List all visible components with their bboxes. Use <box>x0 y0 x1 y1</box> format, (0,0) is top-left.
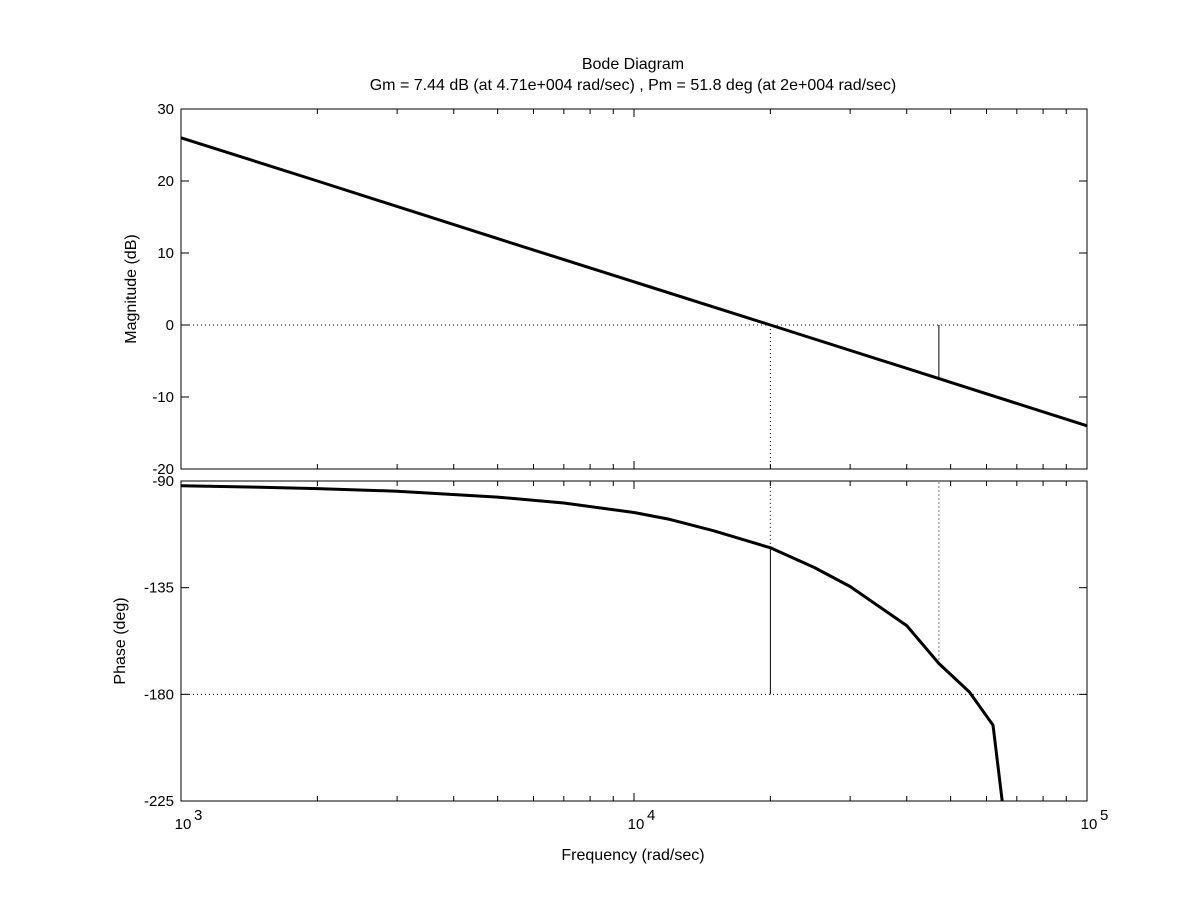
magnitude-axes-box <box>180 108 1088 470</box>
magnitude-margin-markers <box>769 325 940 469</box>
magnitude-axis-label: Magnitude (dB) <box>123 234 140 343</box>
tick-label-base: 10 <box>628 816 645 833</box>
magnitude-y-tick-label: -20 <box>152 461 174 478</box>
frequency-tick-label: 104 <box>628 807 656 833</box>
magnitude-y-tick-label: 20 <box>157 173 174 190</box>
phase-axis-label: Phase (deg) <box>112 597 129 684</box>
magnitude-ticks: 30 20 10 0 -10 -20 <box>152 101 1088 478</box>
phase-y-tick-label: -135 <box>144 580 174 597</box>
magnitude-panel: 30 20 10 0 -10 -20 Magnitude (dB) <box>123 101 1088 478</box>
phase-series <box>180 484 1004 802</box>
tick-label-exponent: 4 <box>647 807 655 824</box>
frequency-axis-label: Frequency (rad/sec) <box>561 847 704 864</box>
phase-y-tick-label: -180 <box>144 686 174 703</box>
magnitude-y-tick-label: -10 <box>152 389 174 406</box>
magnitude-series <box>180 136 1088 428</box>
phase-axes-box <box>180 480 1088 802</box>
magnitude-response-line <box>180 136 1088 428</box>
magnitude-y-tick-label: 30 <box>157 101 174 118</box>
magnitude-y-tick-label: 0 <box>166 317 174 334</box>
frequency-tick-label: 103 <box>175 807 203 833</box>
tick-label-exponent: 5 <box>1100 807 1108 824</box>
chart-subtitle: Gm = 7.44 dB (at 4.71e+004 rad/sec) , Pm… <box>370 77 897 94</box>
tick-label-exponent: 3 <box>194 807 202 824</box>
tick-label-base: 10 <box>175 816 192 833</box>
phase-response-line <box>180 484 1004 802</box>
phase-margin-markers <box>769 481 940 695</box>
phase-ticks: -90 -135 -180 -225 <box>144 473 1088 810</box>
frequency-tick-label: 105 <box>1081 807 1109 833</box>
phase-y-tick-label: -225 <box>144 793 174 810</box>
tick-label-base: 10 <box>1081 816 1098 833</box>
magnitude-y-tick-label: 10 <box>157 245 174 262</box>
phase-y-tick-label: -90 <box>152 473 174 490</box>
chart-title: Bode Diagram <box>582 56 684 73</box>
